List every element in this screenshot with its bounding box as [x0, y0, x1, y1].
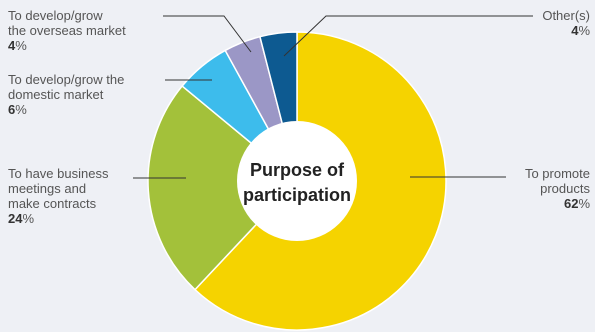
- slice-label-2-line-1: To have business: [8, 166, 109, 181]
- center-circle: [237, 121, 357, 241]
- slice-label-2-line-2: meetings and: [8, 181, 86, 196]
- callout-line-5: [283, 15, 533, 57]
- slice-label-3-line-2: domestic market: [8, 87, 104, 102]
- slice-label-3-line-1: To develop/grow the: [8, 72, 124, 87]
- slice-label-1-line-1: To promote: [525, 166, 590, 181]
- center-title: Purpose of participation: [237, 121, 357, 241]
- chart-title-line-1: Purpose of: [250, 160, 345, 180]
- slice-label-2-line-3: make contracts: [8, 196, 97, 211]
- slice-value-5: 4%: [571, 23, 590, 38]
- slice-value-1: 62%: [564, 196, 590, 211]
- pie-slice-2: [147, 84, 299, 291]
- callout-line-4: [163, 15, 252, 53]
- callout-lines: [133, 15, 533, 179]
- slice-value-2: 24%: [8, 211, 34, 226]
- slice-value-4: 4%: [8, 38, 27, 53]
- chart-title-line-2: participation: [243, 185, 351, 205]
- slice-label-4-line-1: To develop/grow: [8, 8, 103, 23]
- slice-value-3: 6%: [8, 102, 27, 117]
- slice-label-5-line-1: Other(s): [542, 8, 590, 23]
- slice-label-4-line-2: the overseas market: [8, 23, 126, 38]
- slice-label-1-line-2: products: [540, 181, 590, 196]
